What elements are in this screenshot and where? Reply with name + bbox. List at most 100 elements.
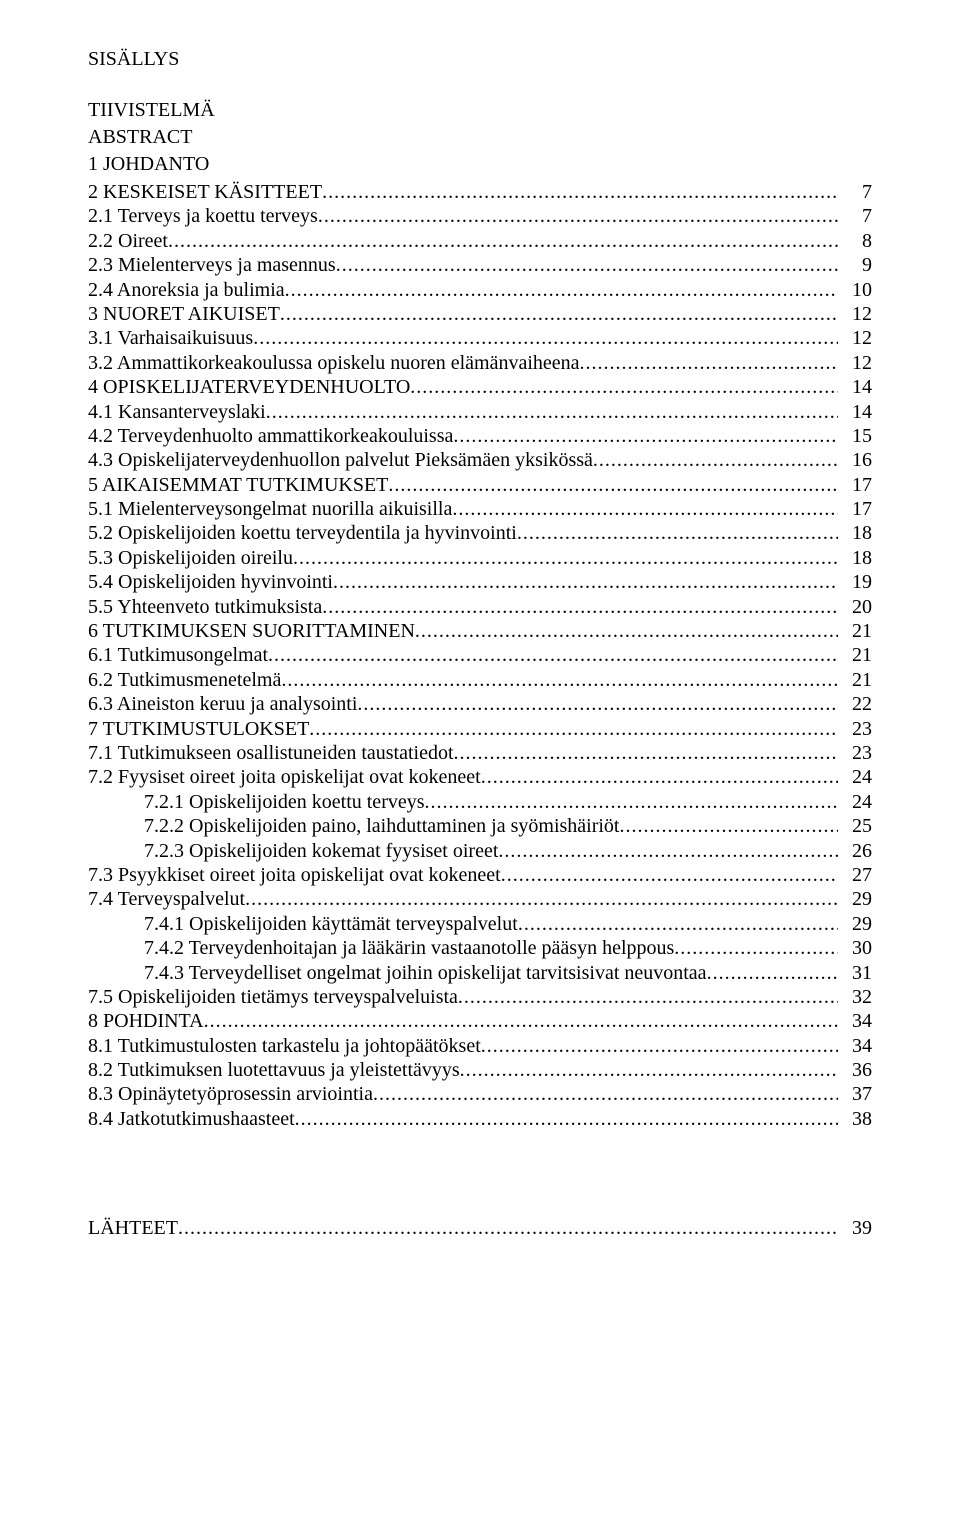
- toc-label: 8.4 Jatkotutkimushaasteet: [88, 1107, 295, 1131]
- leader-dots: [280, 302, 838, 326]
- leader-dots: [293, 546, 838, 570]
- toc-row: 4.1 Kansanterveyslaki14: [88, 400, 872, 424]
- toc-row: 7.5 Opiskelijoiden tietämys terveyspalve…: [88, 985, 872, 1009]
- toc-row: 7.4.3 Terveydelliset ongelmat joihin opi…: [88, 961, 872, 985]
- toc-row: 4 OPISKELIJATERVEYDENHUOLTO14: [88, 375, 872, 399]
- toc-row: 7.4.2 Terveydenhoitajan ja lääkärin vast…: [88, 936, 872, 960]
- toc-row: 5.3 Opiskelijoiden oireilu18: [88, 546, 872, 570]
- toc-page: 30: [838, 936, 872, 960]
- leader-dots: [454, 741, 838, 765]
- toc-label: 7 TUTKIMUSTULOKSET: [88, 717, 309, 741]
- toc-label: 6 TUTKIMUKSEN SUORITTAMINEN: [88, 619, 415, 643]
- leader-dots: [309, 717, 838, 741]
- toc-row: 2.4 Anoreksia ja bulimia 10: [88, 278, 872, 302]
- toc-label: 3.1 Varhaisaikuisuus: [88, 326, 253, 350]
- toc-label: 7.4.2 Terveydenhoitajan ja lääkärin vast…: [144, 936, 674, 960]
- toc-label: 7.1 Tutkimukseen osallistuneiden taustat…: [88, 741, 454, 765]
- leader-dots: [373, 1082, 838, 1106]
- leader-dots: [481, 1034, 838, 1058]
- toc-row: 8.1 Tutkimustulosten tarkastelu ja johto…: [88, 1034, 872, 1058]
- toc-row: 6.1 Tutkimusongelmat21: [88, 643, 872, 667]
- toc-label: 5 AIKAISEMMAT TUTKIMUKSET: [88, 473, 388, 497]
- toc-row: 7 TUTKIMUSTULOKSET 23: [88, 717, 872, 741]
- leader-dots: [318, 204, 838, 228]
- toc-row: 8 POHDINTA34: [88, 1009, 872, 1033]
- toc-label: 5.4 Opiskelijoiden hyvinvointi: [88, 570, 333, 594]
- toc-row: 7.2.3 Opiskelijoiden kokemat fyysiset oi…: [88, 839, 872, 863]
- leader-dots: [458, 985, 838, 1009]
- toc-row: 7.2.1 Opiskelijoiden koettu terveys 24: [88, 790, 872, 814]
- toc-page: 37: [838, 1082, 872, 1106]
- leader-dots: [501, 863, 838, 887]
- leader-dots: [518, 912, 838, 936]
- toc-label: 2.1 Terveys ja koettu terveys: [88, 204, 318, 228]
- toc-page: 34: [838, 1034, 872, 1058]
- toc-label: 2 KESKEISET KÄSITTEET: [88, 180, 322, 204]
- toc-page: 15: [838, 424, 872, 448]
- leader-dots: [357, 692, 838, 716]
- toc-label: 3.2 Ammattikorkeakoulussa opiskelu nuore…: [88, 351, 580, 375]
- leader-dots: [517, 521, 838, 545]
- leader-dots: [481, 765, 838, 789]
- toc-row: 8.4 Jatkotutkimushaasteet38: [88, 1107, 872, 1131]
- leader-dots: [322, 595, 838, 619]
- toc-label: 7.5 Opiskelijoiden tietämys terveyspalve…: [88, 985, 458, 1009]
- toc-row: 7.3 Psyykkiset oireet joita opiskelijat …: [88, 863, 872, 887]
- toc-row: 2 KESKEISET KÄSITTEET 7: [88, 180, 872, 204]
- leader-dots: [415, 619, 838, 643]
- leader-dots: [460, 1058, 838, 1082]
- toc-page: 32: [838, 985, 872, 1009]
- leader-dots: [593, 448, 838, 472]
- toc-row: 8.3 Opinäytetyöprosessin arviointia37: [88, 1082, 872, 1106]
- toc-row: 7.4.1 Opiskelijoiden käyttämät terveyspa…: [88, 912, 872, 936]
- toc-page: 24: [838, 765, 872, 789]
- toc-row: 7.2 Fyysiset oireet joita opiskelijat ov…: [88, 765, 872, 789]
- leader-dots: [620, 814, 839, 838]
- toc-label: 4.3 Opiskelijaterveydenhuollon palvelut …: [88, 448, 593, 472]
- leader-dots: [322, 180, 838, 204]
- toc-page: 23: [838, 741, 872, 765]
- leader-dots: [333, 570, 838, 594]
- toc-page: 29: [838, 912, 872, 936]
- toc-row: 2.2 Oireet8: [88, 229, 872, 253]
- leader-dots: [178, 1217, 838, 1240]
- toc-page: 10: [838, 278, 872, 302]
- blank-line: [88, 75, 872, 99]
- toc-page: 7: [838, 204, 872, 228]
- toc-page: 7: [838, 180, 872, 204]
- lahteet-label: LÄHTEET: [88, 1217, 178, 1240]
- toc-page: 24: [838, 790, 872, 814]
- toc-page: 22: [838, 692, 872, 716]
- toc-page: 9: [838, 253, 872, 277]
- toc-page: 16: [838, 448, 872, 472]
- toc-label: 8.1 Tutkimustulosten tarkastelu ja johto…: [88, 1034, 481, 1058]
- toc-label: 7.2.2 Opiskelijoiden paino, laihduttamin…: [144, 814, 620, 838]
- toc-page: 12: [838, 302, 872, 326]
- toc-label: 5.2 Opiskelijoiden koettu terveydentila …: [88, 521, 517, 545]
- leader-dots: [285, 278, 838, 302]
- toc-row: 7.2.2 Opiskelijoiden paino, laihduttamin…: [88, 814, 872, 838]
- leader-dots: [707, 961, 838, 985]
- toc-page: 21: [838, 668, 872, 692]
- leader-dots: [425, 790, 838, 814]
- toc-page: 23: [838, 717, 872, 741]
- heading-abstract: ABSTRACT: [88, 126, 872, 149]
- toc-page: 34: [838, 1009, 872, 1033]
- toc-page: 26: [838, 839, 872, 863]
- leader-dots: [452, 497, 838, 521]
- toc-row: 6.2 Tutkimusmenetelmä21: [88, 668, 872, 692]
- toc-label: 2.4 Anoreksia ja bulimia: [88, 278, 285, 302]
- heading-johdanto: 1 JOHDANTO: [88, 153, 872, 176]
- toc-label: 4.1 Kansanterveyslaki: [88, 400, 266, 424]
- toc-row: 5.5 Yhteenveto tutkimuksista20: [88, 595, 872, 619]
- leader-dots: [204, 1009, 838, 1033]
- toc-row: 7.4 Terveyspalvelut29: [88, 887, 872, 911]
- toc-label: 7.4 Terveyspalvelut: [88, 887, 245, 911]
- leader-dots: [336, 253, 838, 277]
- toc-page: 12: [838, 351, 872, 375]
- lahteet-page: 39: [838, 1217, 872, 1240]
- toc-page: 12: [838, 326, 872, 350]
- toc-label: 6.1 Tutkimusongelmat: [88, 643, 268, 667]
- toc-row: 4.3 Opiskelijaterveydenhuollon palvelut …: [88, 448, 872, 472]
- toc-label: 7.2.1 Opiskelijoiden koettu terveys: [144, 790, 425, 814]
